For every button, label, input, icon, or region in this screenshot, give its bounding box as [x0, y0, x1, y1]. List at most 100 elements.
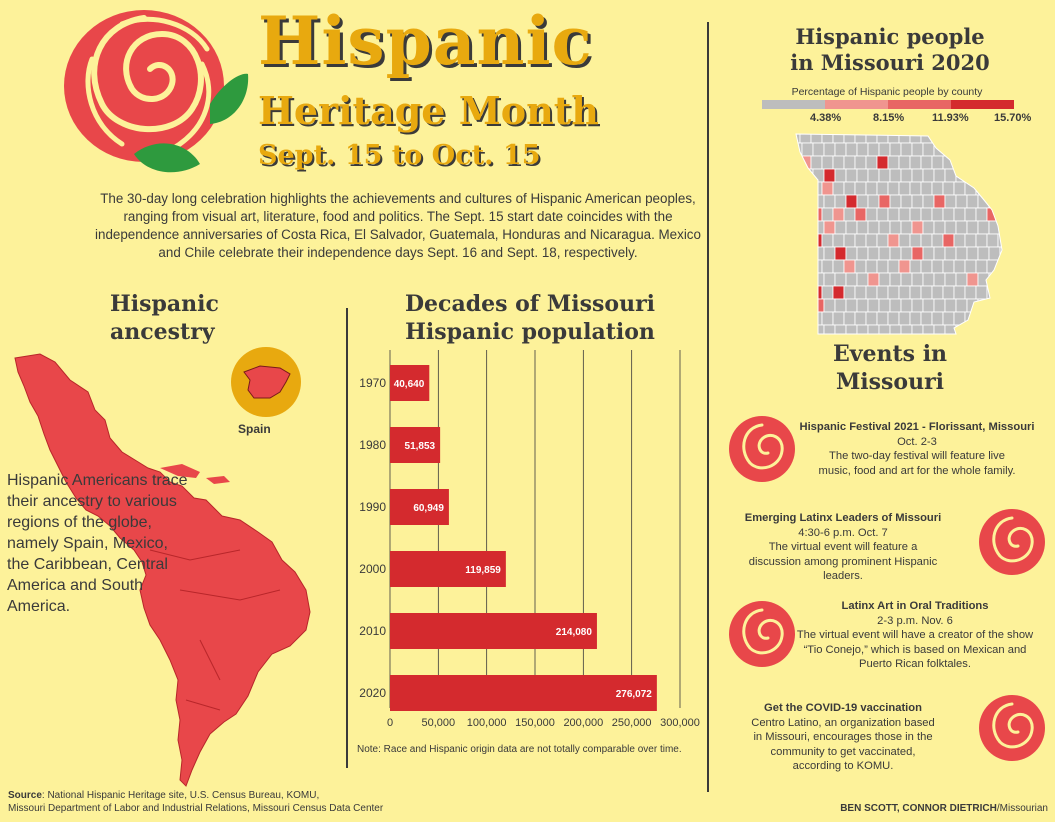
county-shape: [933, 298, 946, 313]
event-title: Hispanic Festival 2021 - Florissant, Mis…: [799, 421, 1035, 433]
county-shape: [898, 311, 911, 326]
county-shape: [933, 220, 946, 235]
county-shape: [933, 194, 946, 209]
events-title-line1: Events in: [832, 341, 948, 367]
county-shape: [796, 142, 803, 157]
county-shape: [944, 246, 957, 261]
county-shape: [975, 233, 988, 248]
legend-swatch-2: [825, 100, 888, 109]
county-shape: [823, 194, 836, 209]
bar: [390, 365, 430, 401]
event-when: 4:30-6 p.m. Oct. 7: [798, 526, 888, 539]
county-shape: [920, 311, 933, 326]
divider-right: [707, 22, 709, 792]
county-shape: [955, 246, 968, 261]
county-shape: [909, 233, 922, 248]
county-shape: [778, 156, 789, 169]
county-shape: [799, 134, 812, 144]
county-shape: [778, 312, 789, 325]
county-shape: [955, 194, 968, 209]
county-shape: [922, 142, 935, 157]
county-shape: [823, 246, 836, 261]
county-shape: [942, 207, 955, 222]
county-shape: [810, 207, 823, 222]
county-shape: [911, 194, 924, 209]
county-shape: [845, 142, 858, 157]
county-shape: [878, 246, 891, 261]
county-shape: [909, 311, 922, 326]
event-title: Get the COVID-19 vaccination: [764, 702, 922, 714]
county-shape: [799, 285, 812, 300]
county-shape: [942, 285, 955, 300]
county-shape: [898, 285, 911, 300]
county-shape: [778, 130, 789, 143]
county-shape: [887, 311, 900, 326]
county-shape: [823, 168, 836, 183]
county-shape: [889, 168, 902, 183]
y-category-label: 2020: [359, 686, 386, 700]
county-shape: [799, 207, 812, 222]
county-shape: [845, 298, 858, 313]
y-category-label: 1980: [359, 438, 386, 452]
event-desc: The two-day festival will feature live m…: [818, 450, 1016, 477]
county-shape: [856, 142, 869, 157]
county-shape: [900, 298, 913, 313]
map-title: Hispanic people in Missouri 2020: [740, 24, 1040, 76]
county-shape: [889, 142, 902, 157]
county-shape: [931, 285, 944, 300]
county-shape: [865, 285, 878, 300]
legend-value-2: 8.15%: [873, 112, 905, 124]
page-subtitle: Heritage Month: [258, 88, 599, 133]
county-shape: [780, 325, 791, 335]
x-tick-label: 150,000: [515, 717, 555, 729]
x-tick-label: 200,000: [563, 717, 603, 729]
county-shape: [966, 246, 979, 261]
county-shape: [955, 142, 968, 157]
county-shape: [986, 181, 999, 196]
county-shape: [999, 324, 1002, 334]
county-shape: [933, 168, 946, 183]
county-shape: [799, 181, 812, 196]
rose-icon: [729, 416, 795, 482]
county-shape: [953, 134, 966, 144]
county-shape: [988, 168, 1001, 183]
county-shape: [942, 134, 955, 144]
county-shape: [933, 272, 946, 287]
county-shape: [898, 134, 911, 144]
county-shape: [909, 207, 922, 222]
county-shape: [964, 134, 977, 144]
legend-swatch-3: [888, 100, 951, 109]
county-shape: [942, 259, 955, 274]
county-shape: [911, 298, 924, 313]
county-shape: [801, 194, 814, 209]
county-shape: [977, 168, 990, 183]
county-shape: [900, 220, 913, 235]
county-shape: [922, 168, 935, 183]
county-shape: [801, 272, 814, 287]
county-shape: [909, 155, 922, 170]
county-shape: [898, 155, 911, 170]
county-shape: [778, 234, 789, 247]
county-shape: [999, 168, 1002, 183]
county-shape: [810, 259, 823, 274]
county-shape: [821, 285, 834, 300]
county-shape: [988, 142, 1001, 157]
county-shape: [796, 134, 801, 144]
county-shape: [889, 298, 902, 313]
county-shape: [780, 273, 791, 286]
bar-value-label: 119,859: [465, 565, 501, 576]
county-shape: [931, 259, 944, 274]
county-shape: [955, 298, 968, 313]
county-shape: [999, 246, 1002, 261]
credit-outlet: /Missourian: [996, 803, 1048, 814]
county-shape: [810, 181, 823, 196]
county-shape: [845, 246, 858, 261]
event-when: 2-3 p.m. Nov. 6: [877, 614, 953, 627]
county-shape: [823, 298, 836, 313]
y-category-label: 1990: [359, 500, 386, 514]
bar-value-label: 60,949: [413, 503, 444, 514]
county-shape: [810, 285, 823, 300]
county-shape: [854, 285, 867, 300]
county-shape: [878, 142, 891, 157]
county-shape: [834, 142, 847, 157]
